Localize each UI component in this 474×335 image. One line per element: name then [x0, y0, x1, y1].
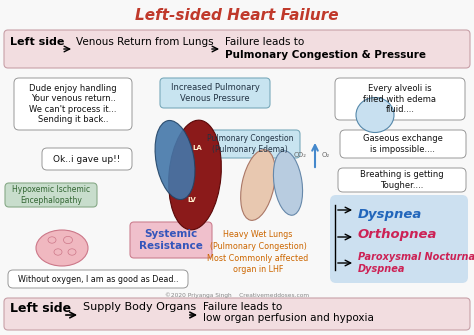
- Text: Paroxysmal Nocturnal
Dyspnea: Paroxysmal Nocturnal Dyspnea: [358, 252, 474, 274]
- FancyBboxPatch shape: [4, 298, 470, 330]
- Ellipse shape: [155, 121, 195, 200]
- FancyBboxPatch shape: [14, 78, 132, 130]
- FancyBboxPatch shape: [160, 78, 270, 108]
- Text: Failure leads to: Failure leads to: [225, 37, 304, 47]
- Text: Failure leads to: Failure leads to: [203, 302, 282, 312]
- Text: low organ perfusion and hypoxia: low organ perfusion and hypoxia: [203, 313, 374, 323]
- Ellipse shape: [54, 249, 62, 255]
- Text: Ok..i gave up!!: Ok..i gave up!!: [53, 154, 121, 163]
- FancyBboxPatch shape: [340, 130, 466, 158]
- Text: Dyspnea: Dyspnea: [358, 208, 422, 221]
- Text: Gaseous exchange
is impossible....: Gaseous exchange is impossible....: [363, 134, 443, 154]
- Ellipse shape: [241, 150, 275, 220]
- FancyBboxPatch shape: [335, 78, 465, 120]
- Ellipse shape: [273, 151, 302, 215]
- Text: O₂: O₂: [322, 152, 330, 158]
- Text: Left-sided Heart Failure: Left-sided Heart Failure: [135, 8, 339, 23]
- Text: Without oxygen, I am as good as Dead..: Without oxygen, I am as good as Dead..: [18, 274, 178, 283]
- FancyBboxPatch shape: [4, 30, 470, 68]
- Text: Dude enjoy handling
Your venous return..
We can't process it...
Sending it back.: Dude enjoy handling Your venous return..…: [29, 84, 117, 124]
- FancyBboxPatch shape: [330, 195, 468, 283]
- Text: Left side: Left side: [10, 302, 71, 315]
- FancyBboxPatch shape: [42, 148, 132, 170]
- FancyBboxPatch shape: [130, 222, 212, 258]
- FancyBboxPatch shape: [5, 183, 97, 207]
- Text: Breathing is getting
Tougher....: Breathing is getting Tougher....: [360, 170, 444, 190]
- Text: LV: LV: [188, 197, 196, 203]
- Ellipse shape: [48, 237, 56, 243]
- Text: CO₂: CO₂: [294, 152, 307, 158]
- Ellipse shape: [64, 237, 73, 244]
- Text: Pulmonary Congestion
(Pulmonary Edema): Pulmonary Congestion (Pulmonary Edema): [207, 134, 293, 154]
- Text: Systemic
Resistance: Systemic Resistance: [139, 229, 203, 251]
- Text: Left side: Left side: [10, 37, 64, 47]
- FancyBboxPatch shape: [200, 130, 300, 158]
- Ellipse shape: [68, 249, 76, 255]
- Text: ©2020 Priyanga Singh    Creativemeddoses.com: ©2020 Priyanga Singh Creativemeddoses.co…: [165, 292, 309, 297]
- Text: Every alveoli is
filled with edema
fluid....: Every alveoli is filled with edema fluid…: [364, 84, 437, 114]
- Text: Increased Pulmonary
Venous Pressure: Increased Pulmonary Venous Pressure: [171, 83, 259, 103]
- Text: Hypoxemic Ischemic
Encephalopathy: Hypoxemic Ischemic Encephalopathy: [12, 185, 90, 205]
- Ellipse shape: [356, 97, 394, 133]
- FancyBboxPatch shape: [338, 168, 466, 192]
- Text: Supply Body Organs: Supply Body Organs: [83, 302, 196, 312]
- Text: Heavy Wet Lungs
(Pulmonary Congestion)
Most Commonly affected
organ in LHF: Heavy Wet Lungs (Pulmonary Congestion) M…: [207, 230, 309, 274]
- Text: Orthopnea: Orthopnea: [358, 228, 438, 241]
- Text: Venous Return from Lungs: Venous Return from Lungs: [76, 37, 214, 47]
- Ellipse shape: [36, 230, 88, 266]
- Text: Pulmonary Congestion & Pressure: Pulmonary Congestion & Pressure: [225, 50, 426, 60]
- Text: LA: LA: [192, 145, 202, 151]
- FancyBboxPatch shape: [8, 270, 188, 288]
- Ellipse shape: [169, 120, 221, 230]
